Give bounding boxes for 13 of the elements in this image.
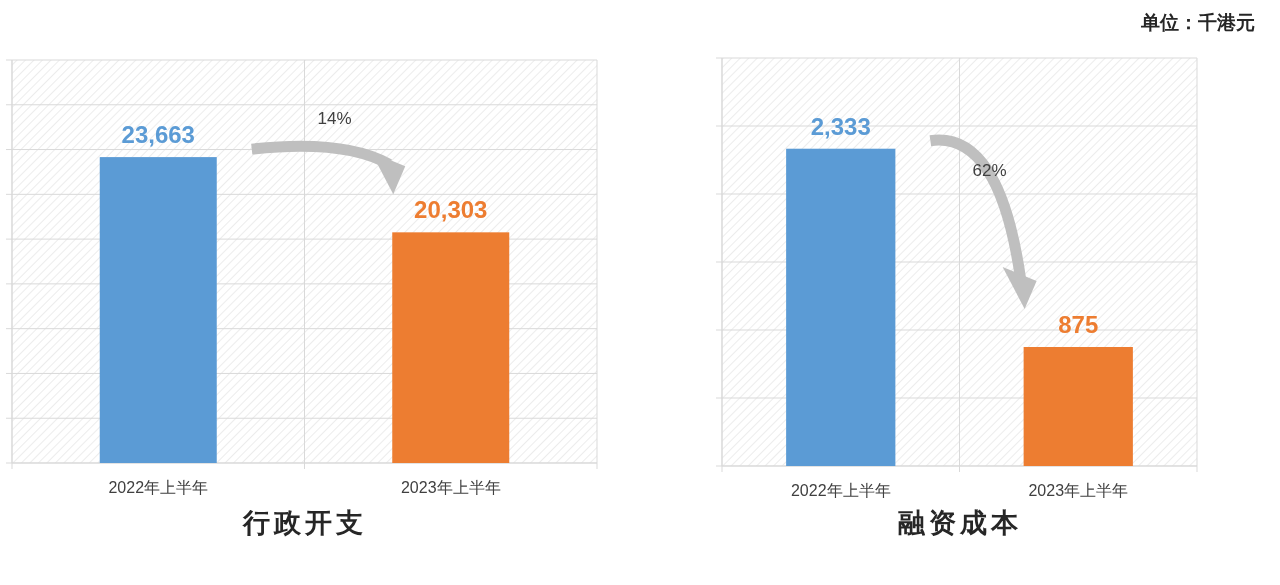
data-label: 875: [1058, 311, 1099, 338]
x-tick-label: 2022年上半年: [790, 482, 891, 499]
data-label: 2,333: [810, 112, 871, 140]
annotation: 14%: [317, 109, 352, 129]
annotation: 62%: [972, 160, 1007, 180]
data-label: 20,303: [414, 196, 488, 224]
text: 单位：千港元: [1140, 12, 1255, 33]
x-tick-label: 2022年上半年: [108, 479, 209, 496]
text: 融资成本: [897, 508, 1022, 538]
x-tick-label: 2023年上半年: [1028, 482, 1129, 499]
text: 行政开支: [241, 508, 367, 538]
x-tick-label: 2023年上半年: [400, 479, 501, 496]
data-label: 23,663: [121, 121, 195, 149]
